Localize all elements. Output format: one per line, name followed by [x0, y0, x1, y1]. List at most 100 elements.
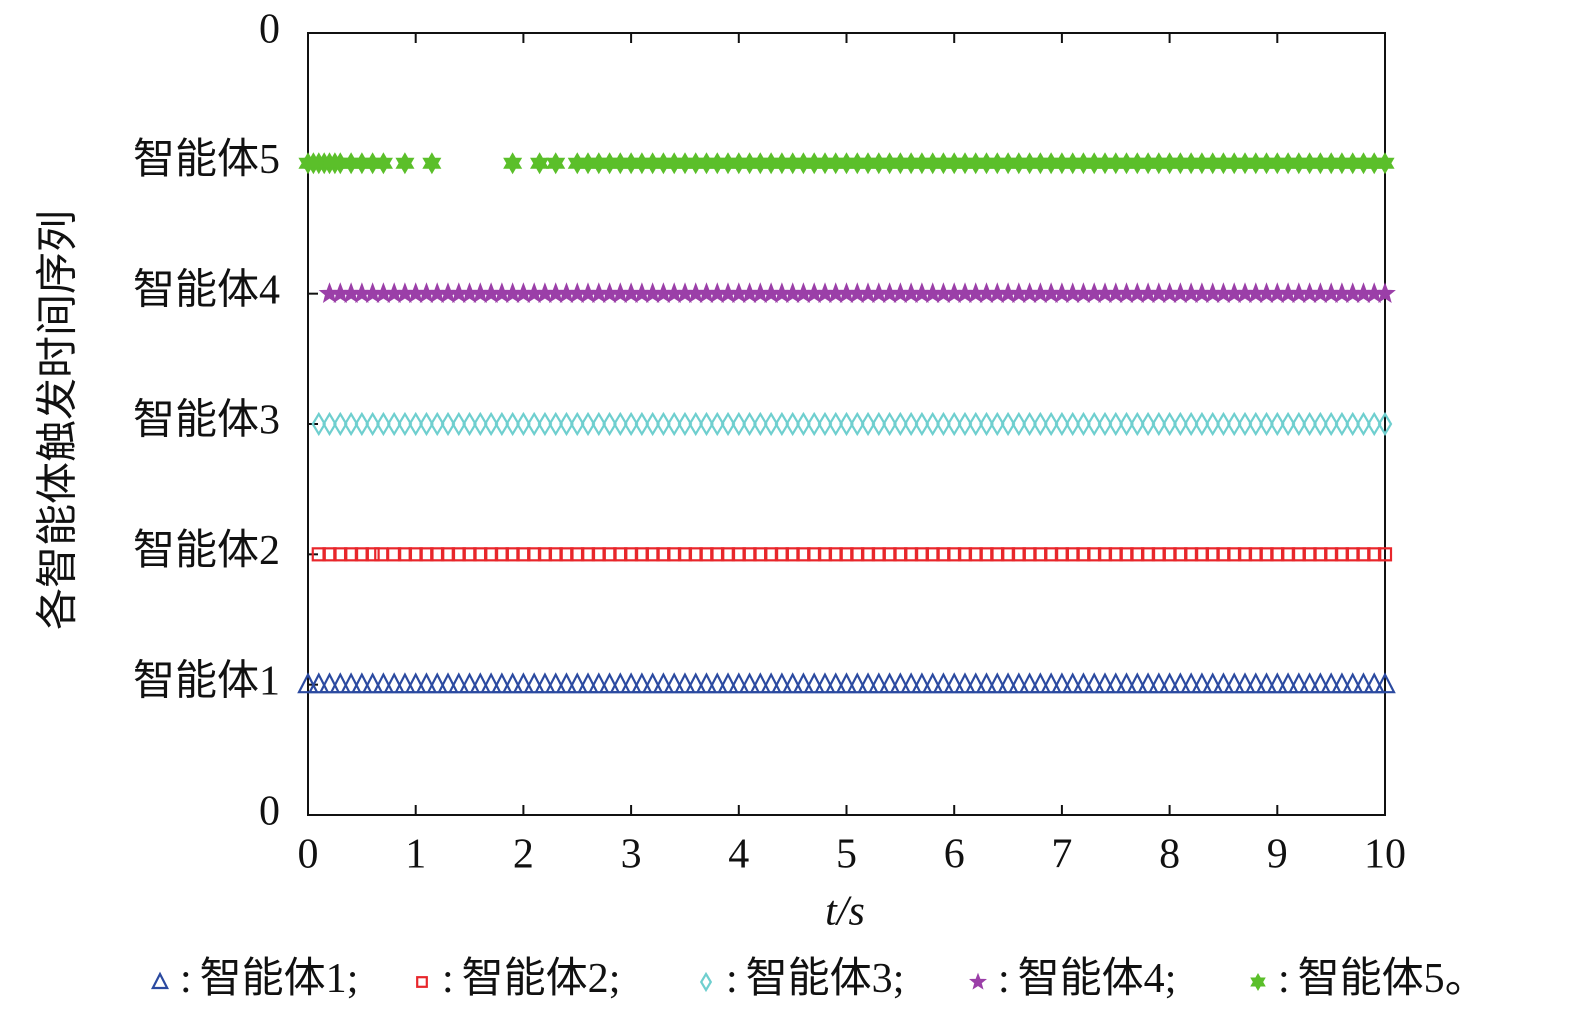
y-tick-label: 智能体3 [133, 398, 280, 444]
event-marker [591, 411, 607, 437]
legend-separator: : [442, 956, 454, 1002]
event-marker [857, 672, 879, 694]
event-marker [684, 672, 707, 694]
event-marker [645, 547, 660, 562]
legend-label: : 智能体3; [726, 956, 904, 1002]
event-marker [430, 547, 445, 562]
event-marker [677, 547, 693, 562]
event-marker [598, 672, 621, 694]
event-marker [372, 672, 395, 694]
event-marker [936, 411, 951, 437]
event-marker [333, 411, 348, 437]
event-marker [1000, 547, 1016, 562]
event-marker [1086, 411, 1102, 437]
x-tick-label: 9 [1267, 832, 1288, 878]
legend-separator: : [726, 956, 738, 1002]
event-marker [742, 411, 757, 437]
event-marker [374, 547, 389, 562]
event-marker [516, 411, 531, 437]
event-marker [1302, 411, 1317, 437]
event-marker [1158, 672, 1181, 694]
event-marker [667, 547, 682, 562]
event-marker [720, 411, 736, 437]
event-marker [904, 547, 919, 562]
event-marker [1280, 411, 1296, 437]
event-marker [1334, 547, 1350, 562]
event-marker [426, 672, 449, 694]
event-marker [709, 411, 725, 437]
x-tick-label: 7 [1051, 832, 1072, 878]
event-marker [731, 411, 747, 437]
event-marker [537, 411, 553, 437]
legend-end: ; [347, 956, 359, 1002]
event-marker [1072, 672, 1095, 694]
event-marker [361, 672, 384, 694]
event-marker [559, 411, 574, 437]
event-marker [634, 547, 649, 562]
event-marker [1331, 672, 1353, 694]
event-marker [318, 672, 341, 694]
y-tick-label: 0 [259, 789, 280, 835]
event-marker [1043, 411, 1059, 437]
event-marker [738, 672, 761, 694]
legend-separator: : [180, 956, 192, 1002]
event-marker [1277, 672, 1299, 694]
event-marker [569, 411, 585, 437]
event-marker [1313, 411, 1328, 437]
x-tick-label: 3 [621, 832, 642, 878]
event-marker [322, 411, 337, 437]
event-marker [1061, 672, 1084, 694]
event-marker [1151, 411, 1167, 437]
event-marker [860, 547, 876, 562]
event-marker [505, 411, 520, 437]
event-marker [395, 152, 415, 175]
event-marker [491, 672, 513, 694]
event-marker [386, 411, 402, 437]
event-marker [1011, 547, 1026, 562]
event-marker [1022, 547, 1037, 562]
event-marker [817, 547, 833, 562]
legend-end: ; [1165, 956, 1177, 1002]
event-marker [1040, 672, 1062, 694]
event-marker [1324, 547, 1339, 562]
event-marker [501, 672, 524, 694]
event-marker [1130, 411, 1145, 437]
event-marker [408, 547, 423, 562]
event-marker [839, 411, 854, 437]
event-marker [753, 411, 768, 437]
event-marker [505, 547, 520, 562]
event-marker [975, 672, 998, 694]
event-marker [954, 672, 976, 694]
event-marker [577, 672, 599, 694]
event-marker [623, 547, 639, 562]
y-tick-label: 智能体5 [133, 137, 280, 183]
event-marker [1151, 547, 1166, 562]
event-marker [1162, 547, 1177, 562]
event-marker [1377, 547, 1393, 562]
event-marker [537, 547, 553, 562]
legend-marker [969, 972, 987, 990]
event-marker [1126, 672, 1149, 694]
event-marker [860, 411, 876, 437]
event-marker [527, 547, 542, 562]
event-marker [634, 411, 650, 437]
event-marker [989, 411, 1005, 437]
event-marker [1237, 411, 1253, 437]
event-marker [763, 411, 779, 437]
event-marker [1000, 411, 1016, 437]
event-marker [850, 547, 865, 562]
legend-end: ; [893, 956, 905, 1002]
legend-end: 。 [1445, 956, 1487, 1002]
x-tick-label: 5 [836, 832, 857, 878]
event-marker [814, 672, 836, 694]
event-marker [1375, 152, 1395, 175]
event-marker [968, 547, 983, 562]
event-marker [986, 672, 1009, 694]
y-axis-label: 各智能体触发时间序列 [35, 210, 82, 630]
event-marker [297, 672, 319, 694]
event-marker [555, 672, 578, 694]
event-marker [591, 547, 606, 562]
y-tick-label: 智能体1 [133, 658, 280, 704]
event-marker [1377, 411, 1393, 437]
